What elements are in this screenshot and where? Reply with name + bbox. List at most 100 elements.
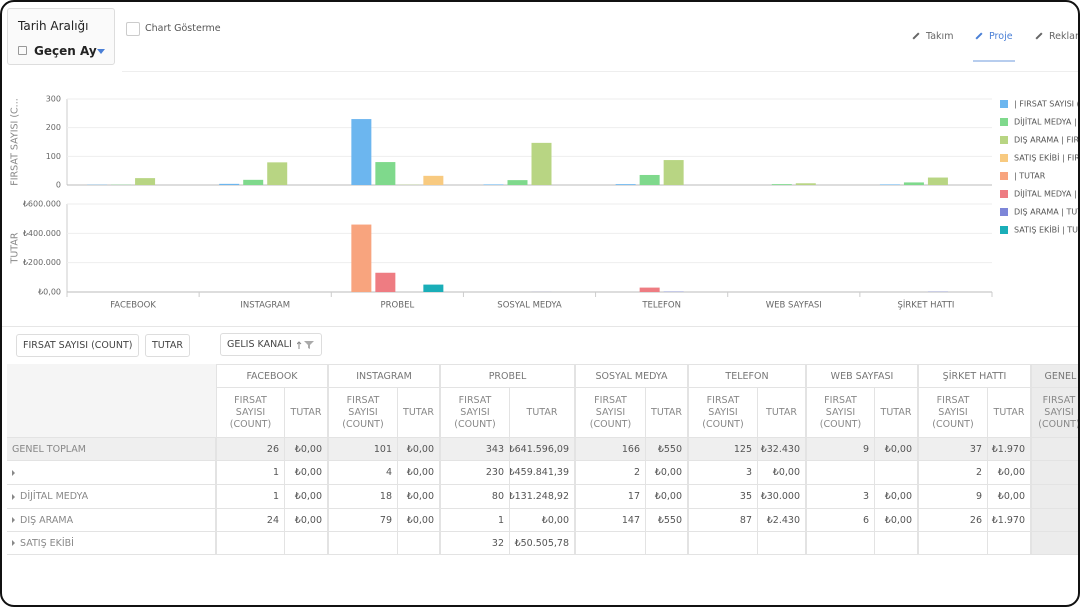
- value-cell: 230: [440, 461, 510, 485]
- value-cell: ₺0,00: [285, 509, 328, 532]
- column-header: FACEBOOK: [216, 364, 328, 388]
- total-column-cell: [1031, 461, 1078, 485]
- measure-header: TUTAR: [646, 388, 688, 438]
- tab-label: Reklam: [1049, 30, 1078, 42]
- value-cell: [758, 532, 806, 555]
- dropdown-arrow: [97, 49, 105, 54]
- row-header[interactable]: DIŞ ARAMA: [7, 509, 216, 532]
- bar: [639, 287, 660, 292]
- data-field-button[interactable]: FIRSAT SAYISI (COUNT): [16, 334, 140, 357]
- row-header[interactable]: [7, 461, 216, 485]
- bar: [483, 184, 504, 185]
- bar: [423, 175, 444, 185]
- legend-label: DIŞ ARAMA | FIRS: [1014, 136, 1080, 145]
- bar: [243, 179, 264, 185]
- measure-header: TUTAR: [875, 388, 918, 438]
- value-cell: ₺0,00: [758, 461, 806, 485]
- edit-icon: [975, 32, 983, 40]
- date-filter[interactable]: Tarih Aralığı Geçen Ay: [7, 8, 115, 65]
- legend-label: | FIRSAT SAYISI (C: [1014, 100, 1080, 109]
- expand-arrow[interactable]: [12, 469, 15, 476]
- value-cell: ₺550: [646, 509, 688, 532]
- value-cell: [575, 532, 646, 555]
- measure-header: TUTAR: [398, 388, 440, 438]
- total-column-cell: [1031, 532, 1078, 555]
- date-label: Tarih Aralığı: [18, 19, 89, 33]
- bar: [615, 184, 636, 185]
- chart-toggle-checkbox[interactable]: [126, 22, 140, 36]
- bar: [663, 160, 684, 185]
- y-tick-label: 200: [46, 123, 61, 132]
- value-cell: ₺0,00: [285, 461, 328, 485]
- value-cell: 125: [688, 438, 758, 461]
- bar: [903, 182, 924, 185]
- column-header: SOSYAL MEDYA: [575, 364, 688, 388]
- x-tick-label: TELEFON: [641, 301, 681, 311]
- tab-label: Proje: [989, 30, 1013, 42]
- value-cell: ₺0,00: [398, 438, 440, 461]
- value-cell: 166: [575, 438, 646, 461]
- tab[interactable]: Takım: [912, 24, 953, 48]
- value-cell: 1: [216, 485, 285, 509]
- tab[interactable]: Proje: [975, 24, 1013, 48]
- legend-swatch: [1000, 118, 1008, 126]
- value-cell: ₺1.970: [988, 438, 1031, 461]
- row-header[interactable]: DİJİTAL MEDYA: [7, 485, 216, 509]
- measure-header: FIRSAT SAYISI (COUNT): [440, 388, 510, 438]
- expand-arrow[interactable]: [12, 493, 15, 500]
- expand-arrow[interactable]: [12, 540, 15, 546]
- y-tick-label: 0: [56, 181, 61, 190]
- y-tick-label: ₺600.000: [23, 200, 61, 209]
- edit-icon: [1035, 32, 1043, 40]
- edit-icon: [912, 32, 920, 40]
- measure-header: TUTAR: [758, 388, 806, 438]
- value-cell: 3: [806, 485, 875, 509]
- value-cell: 26: [918, 509, 988, 532]
- column-header: ŞİRKET HATTI: [918, 364, 1031, 388]
- data-field-button[interactable]: TUTAR: [145, 334, 190, 357]
- x-tick-label: WEB SAYFASI: [766, 301, 822, 311]
- bar: [135, 178, 156, 185]
- legend-label: DIŞ ARAMA | TUTA: [1014, 208, 1080, 217]
- expand-arrow[interactable]: [12, 517, 15, 523]
- bar: [375, 272, 396, 292]
- value-cell: [806, 461, 875, 485]
- row-header: GENEL TOPLAM: [7, 438, 216, 461]
- value-cell: ₺32.430: [758, 438, 806, 461]
- value-cell: ₺0,00: [398, 509, 440, 532]
- tab-label: Takım: [926, 30, 954, 42]
- column-field-button[interactable]: GELIS KANALI: [220, 333, 322, 356]
- total-column-cell: [1031, 438, 1078, 461]
- value-cell: 79: [328, 509, 398, 532]
- date-value: Geçen Ay: [34, 44, 97, 58]
- value-cell: 6: [806, 509, 875, 532]
- value-cell: [285, 532, 328, 555]
- sort-filter-icon[interactable]: [296, 340, 315, 350]
- value-cell: [688, 532, 758, 555]
- value-cell: ₺0,00: [875, 485, 918, 509]
- charts: FIRSAT SAYISI (C... 0 100 200 300 TUTAR ₺0,00 ₺…: [10, 95, 1080, 311]
- value-cell: ₺0,00: [398, 461, 440, 485]
- value-cell: 37: [918, 438, 988, 461]
- measure-header: FIRSAT SAYISI (COUNT): [806, 388, 875, 438]
- x-tick-label: FACEBOOK: [110, 301, 156, 311]
- bar: [879, 184, 900, 185]
- y-tick-label: ₺200.000: [23, 258, 61, 267]
- value-cell: 2: [918, 461, 988, 485]
- value-cell: 17: [575, 485, 646, 509]
- bar: [267, 162, 288, 185]
- value-cell: 32: [440, 532, 510, 555]
- column-header: WEB SAYFASI: [806, 364, 918, 388]
- tab[interactable]: Reklam: [1035, 24, 1078, 48]
- tab-underline: [973, 60, 1015, 62]
- measure-header: TUTAR: [510, 388, 575, 438]
- measure-header: TUTAR: [285, 388, 328, 438]
- legend-swatch: [1000, 190, 1008, 198]
- value-cell: [988, 532, 1031, 555]
- value-cell: ₺0,00: [285, 438, 328, 461]
- bar: [423, 284, 444, 292]
- row-header[interactable]: SATIŞ EKİBİ: [7, 532, 216, 555]
- value-cell: [646, 532, 688, 555]
